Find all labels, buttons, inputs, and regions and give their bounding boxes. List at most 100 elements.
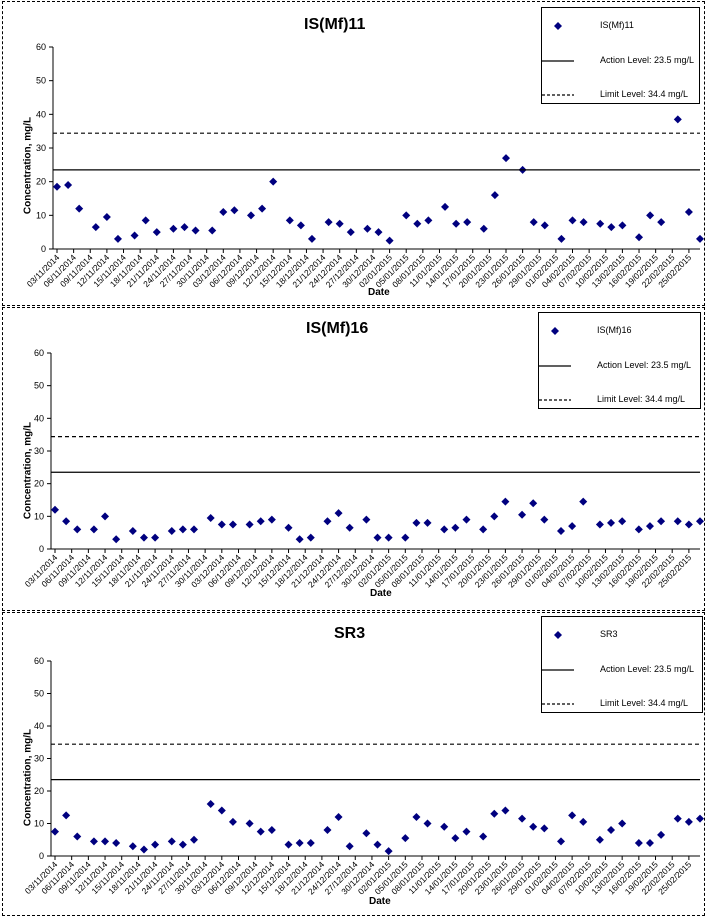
data-point (167, 527, 176, 536)
data-point (384, 847, 393, 856)
legend-item-limit-level: Limit Level: 34.4 mg/L (542, 88, 699, 102)
y-tick-label: 40 (34, 721, 44, 731)
data-point (423, 518, 432, 527)
y-tick-label: 10 (34, 511, 44, 521)
data-point (607, 518, 616, 527)
data-point (64, 181, 73, 190)
data-point (401, 533, 410, 542)
data-point (413, 219, 422, 228)
data-point (169, 224, 178, 233)
chart-legend: IS(Mf)11 Action Level: 23.5 mg/L Limit L… (541, 7, 700, 104)
data-point (306, 533, 315, 542)
data-point (208, 226, 217, 235)
data-point (139, 845, 148, 854)
data-point (374, 228, 383, 237)
data-point (190, 525, 199, 534)
data-point (463, 218, 472, 227)
y-tick-label: 20 (34, 786, 44, 796)
data-point (228, 520, 237, 529)
solid-line-icon (539, 365, 571, 367)
y-axis-label: Concentration, mg/L (22, 116, 34, 215)
data-point (346, 228, 355, 237)
data-point (634, 525, 643, 534)
dashed-line-icon (542, 703, 574, 705)
data-point (540, 824, 549, 833)
data-point (568, 811, 577, 820)
data-point (501, 806, 510, 815)
data-point (217, 806, 226, 815)
data-point (167, 837, 176, 846)
data-point (307, 234, 316, 243)
data-point (206, 513, 215, 522)
data-point (557, 234, 566, 243)
data-point (402, 211, 411, 220)
data-point (657, 830, 666, 839)
data-point (696, 517, 704, 526)
data-point (645, 522, 654, 531)
data-point (258, 204, 267, 213)
data-point (529, 499, 538, 508)
data-point (190, 835, 199, 844)
data-point (607, 826, 616, 834)
data-point (462, 515, 471, 524)
y-tick-label: 30 (36, 143, 46, 153)
data-point (412, 518, 421, 527)
chart-plot-svg-1: 010203040506003/11/201406/11/201409/11/2… (25, 42, 704, 289)
data-point (373, 533, 382, 542)
legend-label: IS(Mf)16 (597, 325, 632, 335)
data-point (295, 839, 304, 847)
data-point (568, 216, 577, 225)
data-point (401, 834, 410, 843)
data-point (423, 819, 432, 828)
data-point (334, 813, 343, 821)
data-point (256, 517, 265, 526)
chart-legend: SR3 Action Level: 23.5 mg/L Limit Level:… (541, 616, 703, 713)
y-tick-label: 20 (36, 177, 46, 187)
data-point (501, 497, 510, 506)
data-point (618, 819, 627, 828)
data-point (152, 228, 161, 237)
y-tick-label: 10 (36, 210, 46, 220)
data-point (518, 510, 527, 519)
legend-item-points: SR3 (542, 628, 702, 642)
data-point (440, 525, 449, 534)
data-point (579, 817, 588, 826)
legend-label: Limit Level: 34.4 mg/L (600, 698, 689, 708)
y-tick-label: 50 (34, 689, 44, 699)
data-point (256, 827, 265, 836)
chart-panel-1: 0 10 20 30 40 50 60 03/11/2014 06/11/2014 09/11/2… (2, 1, 705, 306)
data-point (51, 827, 59, 836)
data-point (635, 233, 644, 242)
dashed-line-icon (539, 399, 571, 401)
data-point (362, 515, 371, 524)
data-point (518, 814, 527, 823)
data-point (245, 520, 254, 529)
legend-item-action-level: Action Level: 23.5 mg/L (539, 359, 700, 373)
legend-label: Action Level: 23.5 mg/L (600, 664, 695, 674)
data-point (112, 839, 121, 847)
data-point (284, 523, 293, 532)
data-point (490, 512, 499, 521)
legend-label: IS(Mf)11 (600, 20, 634, 30)
legend-label: SR3 (600, 629, 618, 639)
data-point (178, 525, 187, 534)
y-tick-label: 20 (34, 479, 44, 489)
data-point (91, 223, 100, 232)
data-point (89, 525, 98, 534)
chart-panel-2: 0 10 20 30 40 50 60 03/11/2014 06/11/2014 09/11/2… (2, 307, 705, 611)
data-point (451, 523, 460, 532)
data-point (490, 809, 499, 818)
data-point (128, 527, 137, 536)
data-point (696, 234, 704, 243)
data-point (384, 533, 393, 542)
data-point (219, 207, 228, 216)
data-point (112, 535, 121, 544)
data-point (345, 842, 354, 851)
data-point (607, 223, 616, 232)
data-point (556, 527, 565, 536)
legend-item-points: IS(Mf)16 (539, 324, 700, 338)
data-point (53, 182, 61, 191)
chart-plot-svg-3: 010203040506003/11/201406/11/201409/11/2… (23, 656, 704, 896)
data-point (128, 842, 137, 851)
data-point (206, 800, 215, 808)
